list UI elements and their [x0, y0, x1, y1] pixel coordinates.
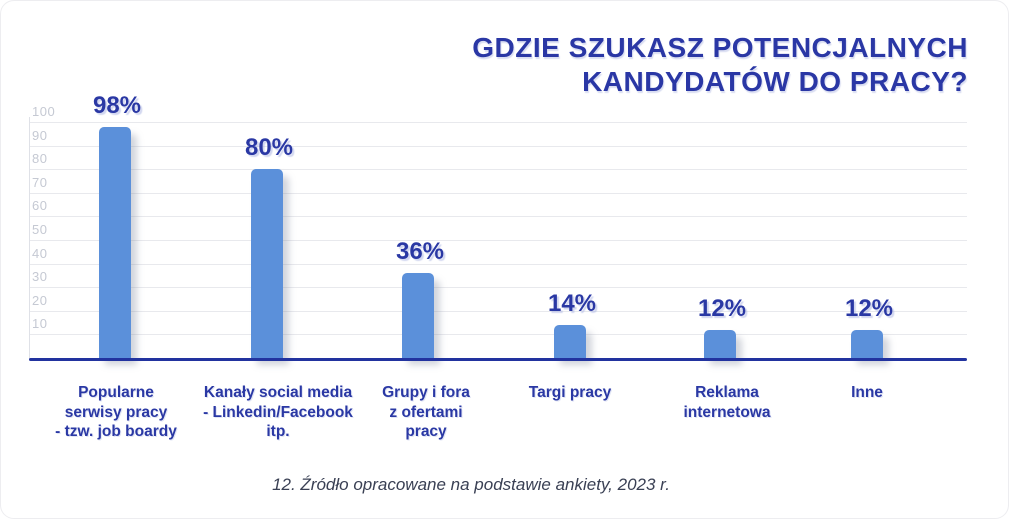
y-tick-label: 40 — [32, 245, 48, 261]
gridline — [29, 192, 967, 194]
category-label-line: pracy — [405, 423, 447, 440]
category-label-line: Inne — [851, 384, 883, 401]
bar-value-label: 80% — [244, 134, 294, 161]
chart-title: GDZIE SZUKASZ POTENCJALNYCH KANDYDATÓW D… — [472, 31, 968, 99]
y-tick-label: 80 — [32, 151, 48, 167]
category-label-line: z ofertami — [389, 403, 463, 421]
y-tick-label: 90 — [32, 127, 48, 143]
bar — [704, 330, 736, 358]
category-label-line: serwisy pracy — [64, 403, 168, 421]
category-label-line: Targi pracy — [528, 384, 612, 401]
gridline — [29, 240, 967, 241]
source-caption: 12. Źródło opracowane na podstawie ankie… — [272, 475, 670, 494]
y-axis-line — [29, 117, 30, 359]
category-label: Targi pracy — [475, 383, 665, 403]
gridline — [29, 334, 967, 336]
y-tick-label: 30 — [32, 269, 48, 285]
bar — [99, 127, 131, 358]
chart-title-line2: KANDYDATÓW DO PRACY? — [582, 66, 968, 97]
bar-value-label: 98% — [92, 92, 142, 119]
x-axis-line — [29, 358, 967, 361]
gridline — [29, 122, 967, 123]
category-label-line: - tzw. job boardy — [55, 423, 177, 440]
y-tick-label: 100 — [32, 104, 56, 119]
bar — [402, 273, 434, 358]
category-label: Grupy i fora z ofertami pracy — [331, 383, 521, 442]
gridline — [29, 310, 967, 312]
bar-value-label: 36% — [395, 238, 445, 265]
y-tick-label: 20 — [32, 292, 48, 308]
bar-value-label: 14% — [547, 290, 597, 317]
bar-value-label: 12% — [697, 295, 747, 322]
gridline — [29, 145, 967, 147]
bar — [554, 325, 586, 358]
bar — [251, 169, 283, 358]
category-label: Reklama internetowa — [632, 383, 822, 422]
category-label-line: internetowa — [683, 403, 771, 421]
category-label-line: - Linkedin/Facebook — [203, 403, 353, 421]
gridline — [29, 263, 967, 265]
category-label: Popularne serwisy pracy - tzw. job boardy — [21, 383, 211, 442]
y-tick-label: 10 — [32, 316, 48, 332]
category-label: Kanały social media - Linkedin/Facebook it… — [183, 383, 373, 442]
category-label-line: itp. — [266, 423, 290, 440]
bar-value-label: 12% — [844, 295, 894, 322]
chart-title-line1: GDZIE SZUKASZ POTENCJALNYCH — [472, 32, 968, 63]
category-label-line: Grupy i fora — [382, 384, 470, 401]
category-label-line: Kanały social media — [203, 384, 353, 401]
y-tick-label: 50 — [32, 222, 48, 237]
gridline — [29, 169, 967, 171]
bar — [851, 330, 883, 358]
category-label-line: Reklama — [695, 384, 759, 401]
category-label: Inne — [772, 383, 962, 403]
gridline — [29, 287, 967, 289]
gridline — [29, 216, 967, 218]
y-tick-label: 60 — [32, 198, 48, 214]
y-tick-label: 70 — [32, 174, 48, 190]
category-label-line: Popularne — [78, 384, 154, 401]
